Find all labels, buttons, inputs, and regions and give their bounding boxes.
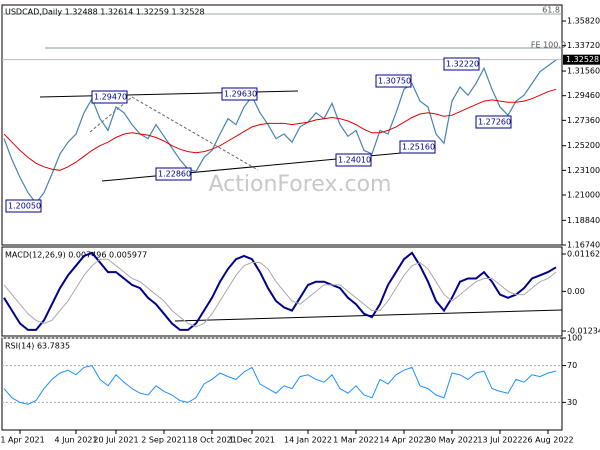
y-tick-label: 0.011629 — [567, 250, 600, 259]
last-price-box — [563, 54, 600, 65]
y-tick-label: 1.25200 — [567, 141, 600, 150]
y-tick-label: 30 — [567, 398, 577, 407]
y-tick-label: 70 — [567, 361, 577, 370]
x-tick-label: 21 Apr 2021 — [0, 436, 45, 445]
x-tick-label: 14 Jan 2022 — [284, 436, 332, 445]
annotation: 1.27260 — [478, 118, 511, 127]
y-tick-label: 0.00 — [567, 287, 585, 296]
annotation-box — [221, 87, 258, 101]
annotation-box — [475, 115, 512, 129]
y-tick-label: 1.27360 — [567, 116, 600, 125]
last-price-label: 1.32528 — [566, 55, 599, 64]
x-tick-label: 18 Oct 2021 — [187, 436, 236, 445]
annotation-box — [375, 74, 412, 88]
x-tick-label: 4 Jun 2021 — [54, 436, 97, 445]
y-tick-label: -0.012348 — [567, 327, 600, 336]
annotation: 1.29630 — [224, 90, 257, 99]
series-line — [3, 88, 557, 171]
y-tick-label: 1.18840 — [567, 216, 600, 225]
annotation-box — [91, 90, 128, 104]
annotation-box — [335, 153, 372, 167]
level-label: 61.8 — [542, 6, 560, 15]
annotation: 1.20050 — [8, 202, 41, 211]
annotation: 1.30750 — [378, 77, 411, 86]
annotation-box — [5, 199, 42, 213]
annotation: 1.22860 — [158, 170, 191, 179]
x-tick-label: 14 Apr 2022 — [379, 436, 428, 445]
x-tick-label: 26 Aug 2022 — [522, 436, 573, 445]
y-tick-label: 1.21000 — [567, 190, 600, 199]
level-label: FE 100.0 — [531, 41, 566, 50]
y-tick-label: 1.16740 — [567, 241, 600, 250]
watermark: ActionForex.com — [209, 172, 392, 197]
y-tick-label: 1.33720 — [567, 41, 600, 50]
chart-title: MACD(12,26,9) 0.007496 0.005977 — [5, 251, 147, 260]
annotation: 1.24010 — [338, 156, 371, 165]
x-tick-label: 1 Mar 2022 — [333, 436, 379, 445]
series-line — [3, 365, 557, 405]
price-panel — [1, 4, 563, 246]
x-tick-label: 20 Jul 2021 — [93, 436, 138, 445]
y-tick-label: 100 — [567, 334, 582, 343]
x-tick-label: 13 Jul 2022 — [477, 436, 522, 445]
trend-line — [131, 96, 259, 171]
chart-title: USDCAD,Daily 1.32488 1.32614 1.32259 1.3… — [5, 8, 205, 17]
annotation: 1.25160 — [402, 143, 435, 152]
y-tick-label: 1.31560 — [567, 67, 600, 76]
annotation-box — [443, 57, 480, 71]
annotation-box — [155, 167, 192, 181]
series-line — [3, 251, 557, 331]
series-line — [3, 59, 557, 205]
annotation: 1.29470 — [94, 93, 127, 102]
y-tick-label: 1.23100 — [567, 166, 600, 175]
annotation-box — [399, 140, 436, 154]
x-tick-label: 30 May 2022 — [426, 436, 478, 445]
series-line — [3, 258, 557, 328]
chart-title: RSI(14) 63.7835 — [5, 342, 70, 351]
y-tick-label: 1.29460 — [567, 91, 600, 100]
y-tick-label: 1.35820 — [567, 17, 600, 26]
x-tick-label: 2 Sep 2021 — [141, 436, 187, 445]
annotation: 1.32220 — [446, 60, 479, 69]
x-tick-label: 1 Dec 2021 — [229, 436, 275, 445]
